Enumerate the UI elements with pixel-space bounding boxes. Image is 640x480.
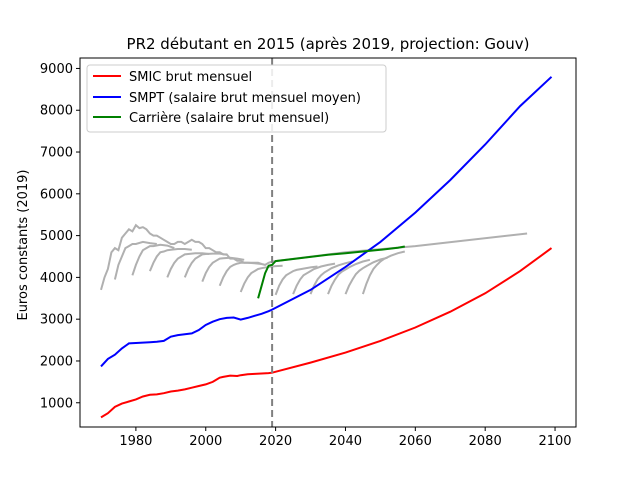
career-profile-line-14 — [344, 256, 388, 295]
y-tick-label-1000: 1000 — [40, 396, 73, 411]
career-profile-line-9 — [239, 264, 283, 293]
career-profile-line-2 — [113, 240, 157, 280]
y-tick-label-6000: 6000 — [40, 187, 73, 202]
career-profile-line-5 — [166, 252, 210, 278]
x-tick-label-2040: 2040 — [329, 434, 362, 449]
career-profile-line-15 — [361, 250, 406, 295]
chart-title: PR2 débutant en 2015 (après 2019, projec… — [127, 35, 530, 53]
y-tick-label-2000: 2000 — [40, 354, 73, 369]
legend-box — [86, 64, 387, 133]
career-profile-line-13 — [327, 258, 371, 295]
legend: SMIC brut mensuel SMPT (salaire brut men… — [86, 64, 387, 133]
plot-area — [100, 58, 553, 427]
x-tick-label-2060: 2060 — [399, 434, 432, 449]
x-tick-label-2000: 2000 — [189, 434, 222, 449]
plot-frame — [79, 57, 577, 428]
y-tick-label-5000: 5000 — [40, 229, 73, 244]
legend-label-smic: SMIC brut mensuel — [129, 70, 252, 85]
career-profile-line-8 — [218, 261, 262, 287]
career-profile-line-7 — [201, 256, 245, 282]
y-tick-label-8000: 8000 — [40, 104, 73, 119]
y-tick-label-3000: 3000 — [40, 313, 73, 328]
y-axis: 1000 2000 3000 4000 5000 6000 7000 8000 9000 — [40, 62, 80, 411]
legend-label-carriere: Carrière (salaire brut mensuel) — [129, 111, 329, 126]
smpt-line — [100, 76, 553, 368]
y-tick-label-7000: 7000 — [40, 146, 73, 161]
x-tick-label-2080: 2080 — [469, 434, 502, 449]
carriere-line — [257, 245, 405, 299]
career-profile-line-11 — [292, 262, 336, 295]
career-profile-line-3 — [131, 243, 175, 276]
x-tick-label-2100: 2100 — [538, 434, 571, 449]
x-tick-label-1980: 1980 — [119, 434, 152, 449]
y-axis-label: Euros constants (2019) — [16, 169, 31, 320]
career-profile-line-6 — [183, 252, 227, 278]
y-tick-label-9000: 9000 — [40, 62, 73, 77]
x-axis: 1980 2000 2020 2040 2060 2080 2100 — [119, 427, 572, 449]
legend-label-smpt: SMPT (salaire brut mensuel moyen) — [129, 91, 361, 106]
x-tick-label-2020: 2020 — [259, 434, 292, 449]
y-tick-label-4000: 4000 — [40, 271, 73, 286]
career-profile-line-4 — [148, 248, 192, 272]
career-profile-line-10 — [274, 265, 318, 296]
career-profile-line-12 — [309, 260, 353, 295]
smic-line — [100, 247, 553, 419]
